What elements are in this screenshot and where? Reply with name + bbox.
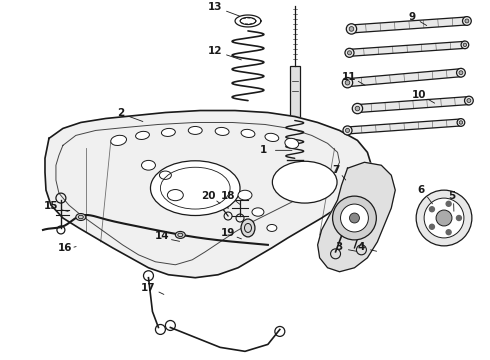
Circle shape — [465, 19, 469, 23]
Ellipse shape — [215, 127, 229, 135]
Circle shape — [349, 27, 354, 31]
Polygon shape — [318, 162, 395, 272]
Circle shape — [429, 207, 435, 212]
Text: 6: 6 — [417, 185, 425, 195]
Ellipse shape — [111, 135, 126, 145]
Circle shape — [343, 77, 353, 88]
Ellipse shape — [159, 171, 171, 179]
Ellipse shape — [238, 190, 252, 200]
Circle shape — [349, 213, 360, 223]
Polygon shape — [349, 41, 465, 56]
Ellipse shape — [150, 161, 240, 216]
Circle shape — [429, 224, 435, 229]
Ellipse shape — [76, 213, 86, 220]
Text: 3: 3 — [335, 242, 342, 252]
Circle shape — [459, 71, 463, 75]
Circle shape — [465, 96, 473, 105]
Text: 11: 11 — [342, 72, 357, 82]
Circle shape — [352, 103, 363, 114]
Circle shape — [446, 201, 451, 206]
Polygon shape — [347, 119, 461, 134]
Circle shape — [424, 198, 464, 238]
Circle shape — [467, 99, 471, 103]
Text: 18: 18 — [221, 191, 235, 201]
Polygon shape — [357, 96, 469, 113]
Circle shape — [436, 210, 452, 226]
Circle shape — [345, 80, 350, 85]
Ellipse shape — [175, 231, 185, 238]
Polygon shape — [351, 17, 467, 33]
Text: 13: 13 — [208, 2, 222, 12]
Bar — [290, 66, 300, 121]
Ellipse shape — [161, 129, 175, 136]
Circle shape — [446, 230, 451, 235]
Text: 10: 10 — [412, 90, 426, 100]
Text: 1: 1 — [260, 145, 268, 155]
Ellipse shape — [241, 219, 255, 237]
Circle shape — [463, 17, 471, 25]
Circle shape — [463, 43, 466, 46]
Circle shape — [345, 129, 349, 132]
Text: 4: 4 — [358, 242, 365, 252]
Text: 12: 12 — [208, 46, 222, 56]
Ellipse shape — [267, 225, 277, 231]
Circle shape — [343, 126, 352, 135]
Polygon shape — [45, 111, 371, 278]
Circle shape — [346, 24, 357, 34]
Text: 17: 17 — [141, 283, 156, 293]
Ellipse shape — [272, 161, 337, 203]
Text: 19: 19 — [221, 228, 235, 238]
Text: 7: 7 — [332, 165, 339, 175]
Circle shape — [461, 41, 469, 49]
Ellipse shape — [136, 131, 149, 139]
Circle shape — [345, 48, 354, 57]
Circle shape — [459, 121, 463, 124]
Text: 14: 14 — [155, 231, 170, 241]
Circle shape — [355, 106, 360, 111]
Ellipse shape — [265, 133, 279, 141]
Circle shape — [347, 51, 351, 55]
Text: 15: 15 — [44, 201, 58, 211]
Circle shape — [333, 196, 376, 240]
Ellipse shape — [168, 190, 183, 201]
Ellipse shape — [188, 126, 202, 134]
Text: 20: 20 — [201, 191, 216, 201]
Circle shape — [341, 204, 368, 232]
Text: 16: 16 — [58, 243, 72, 253]
Ellipse shape — [142, 161, 155, 170]
Text: 9: 9 — [409, 12, 416, 22]
Ellipse shape — [252, 208, 264, 216]
Text: 5: 5 — [448, 191, 456, 201]
Polygon shape — [347, 69, 461, 87]
Circle shape — [457, 68, 465, 77]
Circle shape — [457, 216, 462, 220]
Circle shape — [416, 190, 472, 246]
Circle shape — [457, 119, 465, 126]
Ellipse shape — [285, 138, 299, 148]
Ellipse shape — [241, 129, 255, 138]
Text: 2: 2 — [117, 108, 124, 117]
